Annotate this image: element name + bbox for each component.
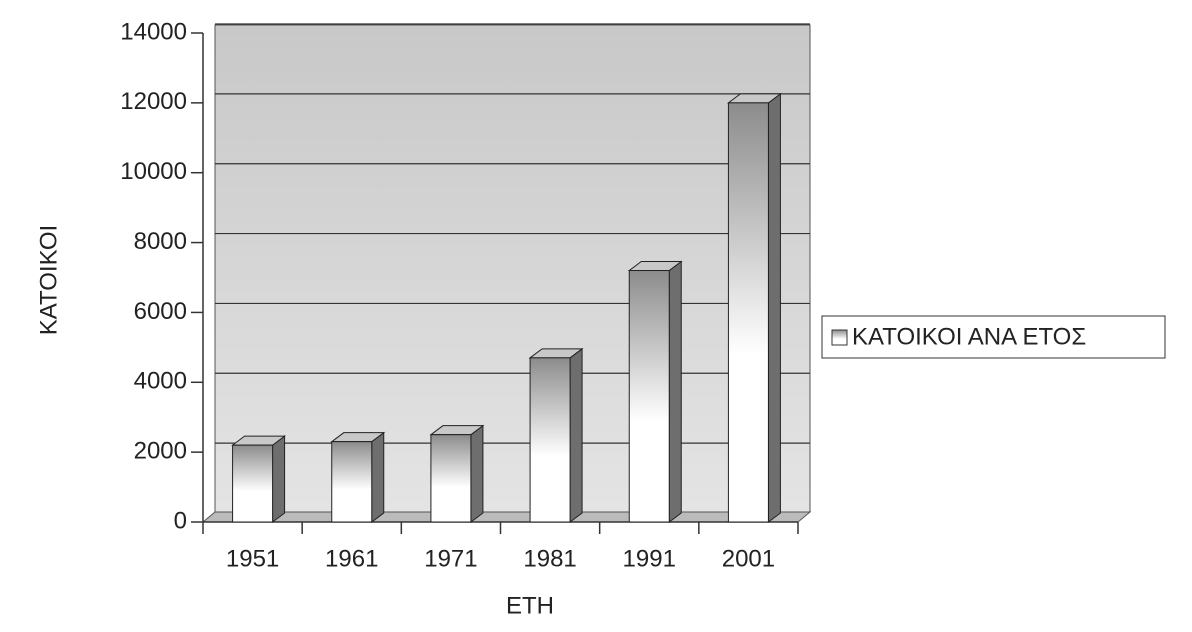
bar [232, 444, 274, 523]
x-tick-label: 1981 [523, 545, 576, 572]
y-tick-label: 2000 [134, 437, 187, 464]
bar-side [569, 347, 583, 523]
x-axis-label: ΕΤΗ [506, 592, 554, 619]
x-tick-label: 1951 [226, 545, 279, 572]
x-tick-label: 1971 [424, 545, 477, 572]
legend-swatch [831, 329, 848, 346]
bar-side [272, 435, 286, 523]
bar-side [470, 424, 484, 523]
y-tick-label: 6000 [134, 298, 187, 325]
bar [430, 434, 472, 523]
y-axis-label: ΚΑΤΟΙΚΟΙ [35, 225, 62, 335]
bar-side [371, 431, 385, 523]
x-tick-label: 1961 [325, 545, 378, 572]
bar [727, 102, 769, 523]
y-tick-label: 14000 [120, 18, 187, 45]
legend-label: ΚΑΤΟΙΚΟΙ ΑΝΑ ΕΤΟΣ [852, 323, 1086, 350]
y-tick-label: 4000 [134, 368, 187, 395]
bar [628, 270, 670, 523]
legend [821, 315, 1166, 359]
x-tick-label: 2001 [722, 545, 775, 572]
bar [529, 357, 571, 523]
x-tick-label: 1991 [623, 545, 676, 572]
floor [201, 511, 812, 523]
bar-side [668, 260, 682, 523]
back-wall [214, 24, 811, 513]
y-tick-label: 12000 [120, 88, 187, 115]
y-tick-label: 8000 [134, 228, 187, 255]
bar [331, 441, 373, 523]
y-tick-label: 0 [174, 507, 187, 534]
bar-side [767, 92, 781, 523]
y-tick-label: 10000 [120, 158, 187, 185]
